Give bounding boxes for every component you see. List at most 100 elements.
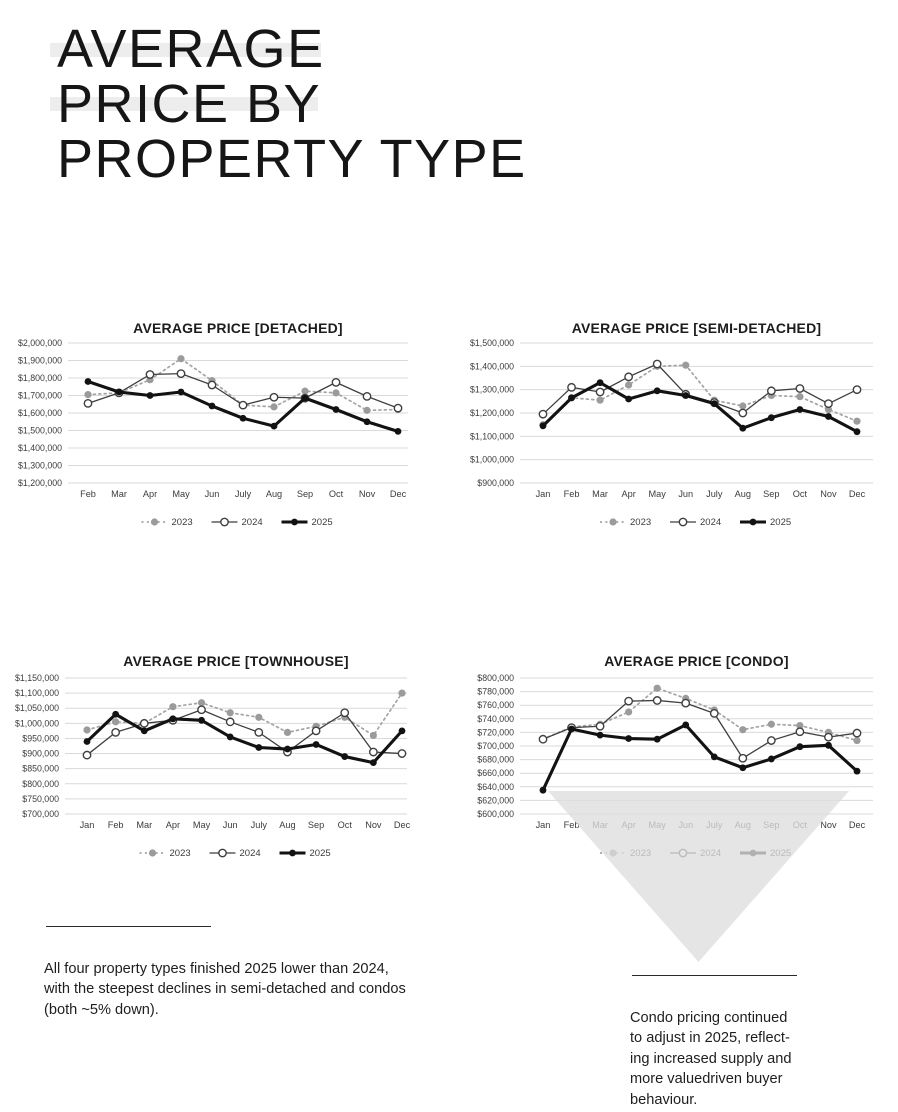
data-point-2023: [169, 703, 177, 711]
y-tick-label: $1,900,000: [18, 356, 62, 366]
series-line-2024: [86, 709, 403, 756]
x-tick-label: Jan: [536, 489, 551, 499]
data-point-2024: [766, 736, 776, 745]
x-tick-label: Jun: [223, 820, 238, 830]
x-tick-label: Mar: [592, 489, 608, 499]
data-point-2025: [239, 414, 247, 422]
data-point-2025: [270, 422, 278, 430]
note-right: Condo pricing continued to adjust in 202…: [630, 1009, 792, 1108]
y-tick-label: $1,100,000: [15, 688, 59, 698]
data-point-2025: [198, 716, 205, 724]
data-point-2025: [112, 710, 120, 718]
data-point-2025: [825, 741, 832, 749]
data-point-2025: [625, 735, 633, 742]
note-left: All four property types finished 2025 lo…: [44, 960, 406, 1018]
legend-label-2024: 2024: [240, 848, 261, 859]
page-title-line-1: AVERAGE: [57, 19, 325, 79]
chart-detached: $1,200,000 $1,300,000 $1,400,000 $1,500,000…: [10, 313, 442, 543]
data-point-2025: [177, 388, 185, 396]
y-tick-label: $1,700,000: [18, 391, 62, 401]
data-point-2023: [83, 726, 91, 734]
x-tick-label: Sep: [297, 489, 313, 499]
x-tick-label: Oct: [793, 489, 808, 499]
y-tick-label: $750,000: [22, 794, 59, 804]
x-tick-label: Dec: [394, 820, 411, 830]
data-point-2024: [595, 387, 605, 397]
x-tick-label: Dec: [390, 489, 407, 499]
data-point-2025: [115, 388, 123, 396]
x-tick-label: Feb: [108, 820, 124, 830]
page-title-line-3: PROPERTY TYPE: [57, 129, 527, 189]
x-tick-label: Jun: [205, 489, 220, 499]
data-point-2023: [332, 389, 340, 397]
data-point-2025: [301, 394, 309, 402]
y-tick-label: $800,000: [22, 779, 59, 789]
legend-label-2024: 2024: [242, 517, 263, 528]
y-tick-label: $1,100,000: [470, 431, 514, 441]
page-title-line-2: PRICE BY: [57, 74, 322, 134]
legend-marker-2023: [609, 518, 617, 526]
data-point-2024: [311, 726, 321, 736]
data-point-2025: [341, 753, 349, 760]
data-point-2025: [739, 424, 747, 432]
y-tick-label: $700,000: [22, 809, 59, 819]
data-point-2024: [795, 727, 805, 737]
data-point-2025: [369, 759, 377, 767]
series-line-2024: [542, 699, 858, 759]
data-point-2024: [83, 398, 93, 408]
legend-label-2023: 2023: [170, 848, 191, 859]
data-point-2024: [538, 734, 548, 744]
x-tick-label: Apr: [143, 489, 157, 499]
y-tick-label: $900,000: [22, 749, 59, 759]
data-point-2025: [710, 400, 718, 408]
data-point-2023: [112, 718, 120, 726]
legend-marker-2025: [749, 518, 757, 526]
legend-label-2025: 2025: [312, 517, 333, 528]
x-tick-label: July: [235, 489, 252, 499]
data-point-2024: [197, 705, 206, 715]
data-point-2025: [596, 731, 604, 739]
x-tick-label: Feb: [564, 820, 580, 830]
x-tick-label: Dec: [849, 820, 866, 830]
data-point-2023: [853, 417, 861, 425]
data-point-2025: [398, 727, 406, 735]
data-point-2025: [146, 392, 154, 399]
data-point-2024: [340, 708, 350, 718]
data-point-2025: [539, 786, 547, 794]
y-tick-label: $720,000: [477, 727, 514, 737]
data-point-2023: [177, 355, 185, 363]
x-tick-label: Mar: [111, 489, 127, 499]
x-tick-label: Nov: [359, 489, 376, 499]
data-point-2023: [853, 736, 861, 745]
data-point-2024: [852, 728, 862, 738]
data-point-2024: [738, 408, 748, 418]
legend-label-2025: 2025: [770, 517, 791, 528]
data-point-2025: [682, 721, 690, 729]
data-point-2025: [568, 394, 575, 402]
data-point-2024: [681, 698, 691, 708]
data-point-2025: [363, 418, 371, 426]
y-tick-label: $2,000,000: [18, 338, 62, 348]
data-point-2023: [653, 684, 661, 692]
chart-canvas-townhouse: $700,000 $750,000 $800,000 $850,000 $900,000…: [15, 653, 411, 859]
data-point-2024: [567, 382, 576, 392]
x-tick-label: Dec: [849, 489, 866, 499]
data-point-2025: [625, 395, 633, 403]
legend-marker-2025: [289, 849, 296, 857]
legend-marker-2024: [220, 517, 229, 527]
data-point-2024: [766, 386, 776, 396]
data-point-2023: [398, 689, 406, 697]
data-point-2023: [739, 402, 747, 410]
legend-marker-2025: [291, 518, 298, 526]
data-point-2024: [624, 372, 634, 382]
x-tick-label: Aug: [266, 489, 282, 499]
series-line-2025: [541, 723, 859, 792]
chart-title: AVERAGE PRICE [CONDO]: [604, 653, 788, 669]
y-tick-label: $1,400,000: [470, 361, 514, 371]
note-left-rule: [46, 926, 211, 927]
data-point-2024: [824, 732, 833, 742]
data-point-2024: [225, 717, 235, 727]
legend-marker-2024: [678, 517, 688, 527]
data-point-2025: [208, 402, 216, 410]
y-tick-label: $640,000: [477, 782, 514, 792]
